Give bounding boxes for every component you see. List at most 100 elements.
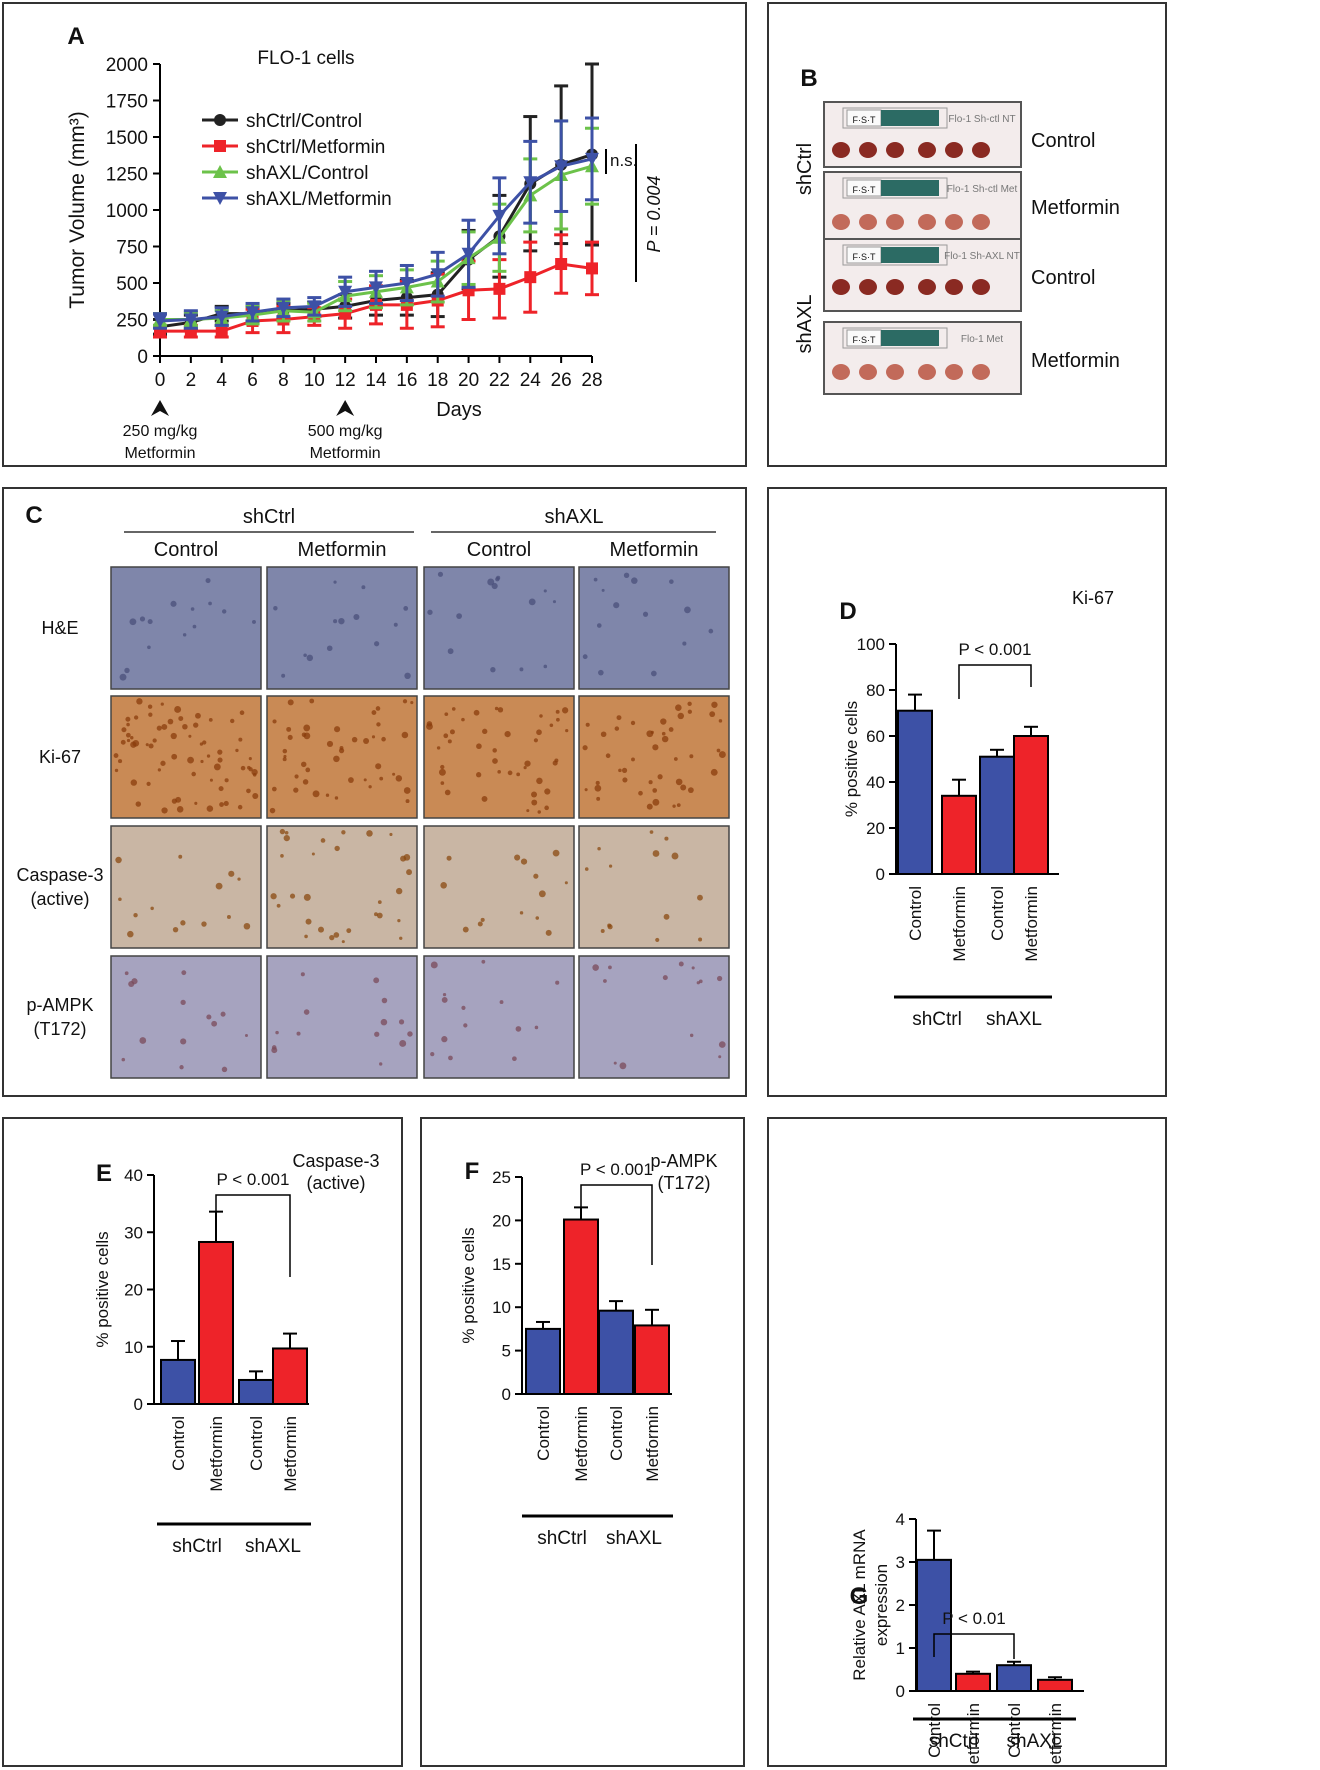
bar bbox=[1013, 735, 1049, 875]
cell-nucleus bbox=[147, 704, 153, 709]
cell-nucleus bbox=[661, 731, 666, 736]
cell-nucleus bbox=[160, 760, 166, 766]
column-label: Metformin bbox=[610, 539, 699, 561]
cell-nucleus bbox=[287, 734, 293, 740]
ruler bbox=[881, 330, 939, 346]
ruler bbox=[881, 110, 939, 126]
stain-label: Ki-67 bbox=[39, 747, 81, 767]
cell-nucleus bbox=[528, 598, 536, 606]
y-tick-label: 15 bbox=[492, 1255, 511, 1274]
cell-nucleus bbox=[303, 724, 311, 732]
bar bbox=[916, 1558, 952, 1692]
cell-nucleus bbox=[514, 854, 521, 861]
cell-nucleus bbox=[127, 930, 134, 938]
dose-label: Metformin bbox=[310, 445, 381, 462]
cell-nucleus bbox=[565, 729, 569, 733]
cell-nucleus bbox=[157, 768, 161, 772]
cell-nucleus bbox=[114, 768, 119, 773]
cell-nucleus bbox=[646, 803, 653, 810]
panel-e: E Caspase-3 (active) 0 10 20 30 40 % positive ce… bbox=[2, 1117, 403, 1767]
cell-nucleus bbox=[131, 978, 138, 985]
cell-nucleus bbox=[135, 801, 142, 807]
cell-nucleus bbox=[376, 722, 381, 727]
cell-nucleus bbox=[239, 710, 245, 716]
cell-nucleus bbox=[133, 913, 138, 918]
cell-nucleus bbox=[677, 712, 684, 720]
category-label: Control bbox=[925, 1703, 944, 1758]
cell-nucleus bbox=[244, 1033, 248, 1038]
cell-nucleus bbox=[363, 778, 367, 782]
cell-nucleus bbox=[289, 893, 296, 899]
cell-nucleus bbox=[176, 806, 184, 813]
cell-nucleus bbox=[593, 577, 598, 582]
data-point bbox=[493, 282, 506, 295]
category-label: Control bbox=[247, 1416, 266, 1471]
x-tick-label: 8 bbox=[278, 370, 289, 391]
cell-nucleus bbox=[446, 855, 452, 861]
cell-nucleus bbox=[623, 572, 630, 579]
y-tick-label: 1250 bbox=[106, 165, 148, 186]
bar bbox=[238, 1378, 274, 1405]
cell-nucleus bbox=[680, 784, 687, 791]
cell-nucleus bbox=[524, 760, 531, 767]
bar bbox=[1037, 1678, 1073, 1693]
cell-nucleus bbox=[286, 726, 292, 732]
cell-nucleus bbox=[616, 715, 622, 721]
ihc-image bbox=[110, 695, 262, 819]
cell-nucleus bbox=[178, 854, 183, 859]
cell-nucleus bbox=[226, 915, 231, 919]
group-label: shAXL bbox=[986, 1009, 1042, 1030]
cell-nucleus bbox=[552, 849, 560, 857]
cell-nucleus bbox=[374, 1031, 380, 1037]
cell-nucleus bbox=[444, 789, 451, 796]
cell-nucleus bbox=[368, 785, 372, 789]
cell-nucleus bbox=[293, 787, 299, 793]
cell-nucleus bbox=[556, 717, 560, 722]
p-value-label: P < 0.001 bbox=[217, 1170, 290, 1189]
cell-nucleus bbox=[564, 881, 568, 885]
cell-nucleus bbox=[519, 911, 524, 915]
cell-nucleus bbox=[598, 669, 604, 676]
x-tick-label: 2 bbox=[186, 370, 197, 391]
cell-nucleus bbox=[167, 718, 174, 725]
y-tick-label: 750 bbox=[116, 238, 148, 259]
cell-nucleus bbox=[305, 767, 311, 773]
bar bbox=[598, 1309, 634, 1395]
cell-nucleus bbox=[657, 774, 663, 780]
significance-bracket bbox=[958, 664, 1032, 699]
cell-nucleus bbox=[300, 972, 305, 977]
significance-bracket bbox=[933, 1633, 1015, 1659]
cell-nucleus bbox=[397, 919, 401, 923]
dose-label: Metformin bbox=[124, 445, 195, 462]
cell-nucleus bbox=[217, 749, 223, 755]
cell-nucleus bbox=[687, 787, 694, 794]
stain-label: (T172) bbox=[33, 1019, 86, 1039]
cell-nucleus bbox=[395, 775, 403, 782]
tumor bbox=[918, 214, 936, 230]
cell-nucleus bbox=[399, 1040, 407, 1047]
category-label: Control bbox=[607, 1406, 626, 1461]
data-point bbox=[399, 277, 414, 290]
cell-nucleus bbox=[334, 796, 339, 800]
ihc-image bbox=[423, 825, 575, 949]
cell-nucleus bbox=[124, 667, 130, 674]
cell-nucleus bbox=[312, 790, 320, 798]
cell-nucleus bbox=[494, 706, 499, 711]
y-tick-label: 500 bbox=[116, 274, 148, 295]
group-label: shCtrl bbox=[912, 1009, 962, 1030]
x-tick-label: 26 bbox=[551, 370, 572, 391]
sticker-text: Flo-1 Met bbox=[961, 334, 1003, 345]
cell-nucleus bbox=[545, 929, 552, 936]
cell-nucleus bbox=[220, 1011, 226, 1017]
cell-nucleus bbox=[191, 771, 196, 777]
group-label: shCtrl bbox=[794, 143, 816, 195]
cell-nucleus bbox=[392, 772, 396, 776]
category-label: Control bbox=[169, 1416, 188, 1471]
chart-title: (T172) bbox=[657, 1173, 710, 1193]
cell-nucleus bbox=[584, 788, 588, 792]
cell-nucleus bbox=[661, 735, 669, 743]
